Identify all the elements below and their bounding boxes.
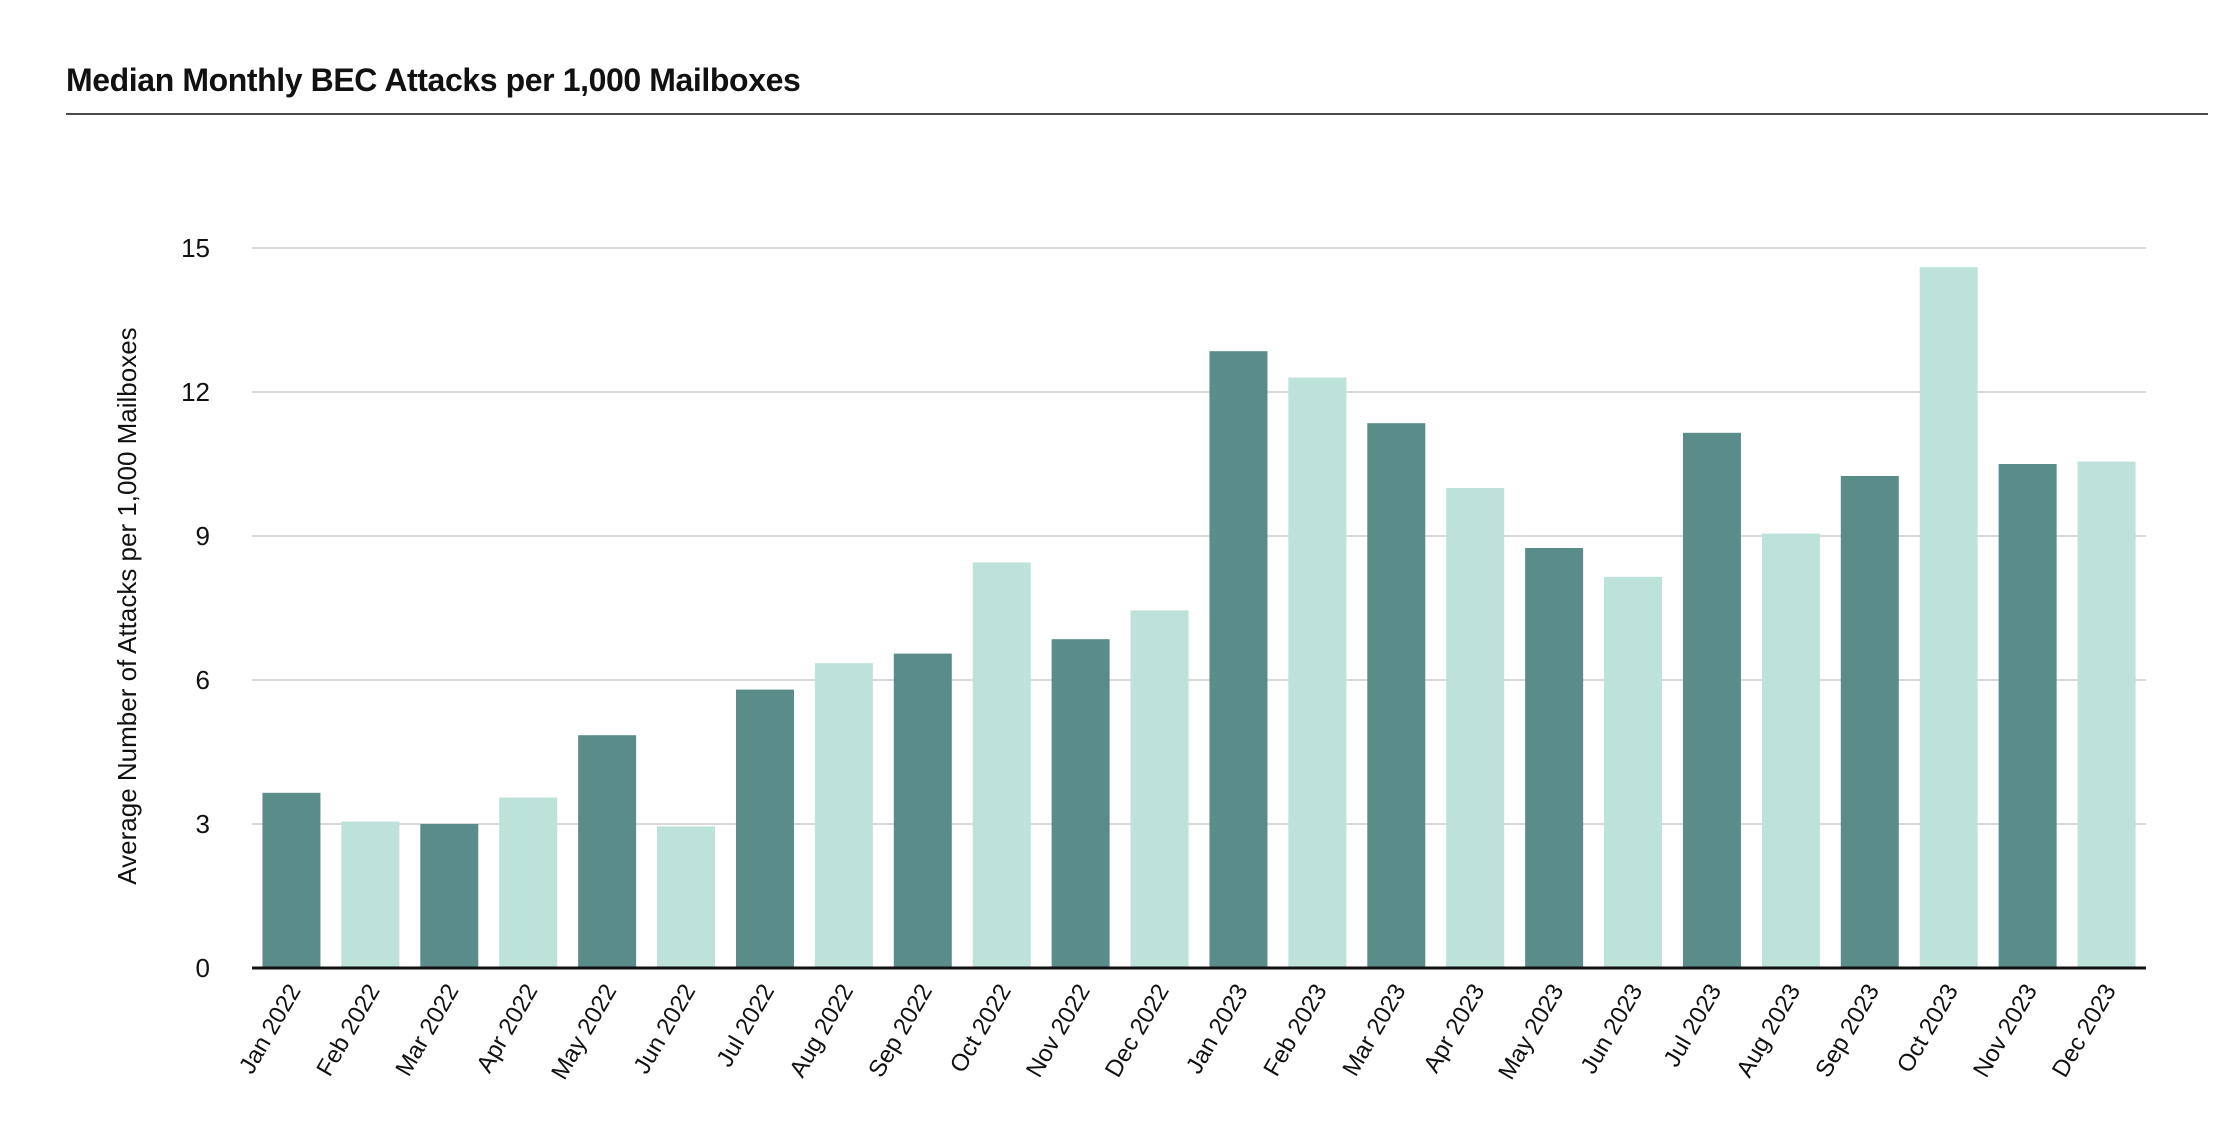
bar-apr-2022 (499, 797, 558, 968)
y-tick-label: 12 (181, 377, 210, 407)
x-tick-label: Jun 2023 (1575, 980, 1648, 1079)
y-tick-label: 15 (181, 233, 210, 263)
x-tick-label: Feb 2022 (311, 980, 385, 1081)
y-tick-label: 6 (196, 665, 210, 695)
bar-oct-2022 (972, 562, 1031, 968)
x-tick-label: Jan 2022 (234, 980, 307, 1079)
x-tick-label: Mar 2022 (390, 980, 464, 1081)
bar-aug-2022 (814, 663, 873, 968)
bar-sep-2022 (893, 653, 952, 968)
x-tick-label: Feb 2023 (1258, 980, 1332, 1081)
bars (262, 267, 2136, 969)
x-tick-label: Aug 2022 (784, 980, 859, 1082)
bar-aug-2023 (1761, 533, 1820, 968)
bar-may-2022 (578, 735, 637, 968)
x-tick-label: Jul 2023 (1658, 980, 1727, 1072)
x-tick-label: May 2022 (546, 980, 622, 1085)
bar-dec-2023 (2077, 461, 2136, 968)
bar-jun-2022 (657, 826, 716, 968)
x-tick-label: May 2023 (1493, 980, 1569, 1085)
x-tick-label: Jun 2022 (628, 980, 701, 1079)
bar-nov-2023 (1998, 464, 2057, 968)
gridlines (252, 247, 2146, 825)
x-tick-label: Nov 2022 (1021, 980, 1096, 1082)
x-tick-label: Dec 2022 (1100, 980, 1175, 1082)
x-tick-label: Jul 2022 (711, 980, 780, 1072)
x-tick-label: Sep 2022 (863, 980, 938, 1082)
bar-jul-2023 (1682, 432, 1741, 968)
chart-title: Median Monthly BEC Attacks per 1,000 Mai… (66, 62, 801, 98)
y-tick-label: 9 (196, 521, 210, 551)
bar-apr-2023 (1446, 488, 1505, 968)
bar-jan-2022 (262, 792, 321, 968)
bar-dec-2022 (1130, 610, 1189, 968)
x-tick-label: Aug 2023 (1731, 980, 1806, 1082)
x-tick-label: Apr 2022 (471, 980, 543, 1078)
bar-jan-2023 (1209, 351, 1268, 968)
y-axis-label: Average Number of Attacks per 1,000 Mail… (112, 327, 142, 884)
x-tick-label: Sep 2023 (1810, 980, 1885, 1082)
x-tick-label: Dec 2023 (2047, 980, 2122, 1082)
bar-nov-2022 (1051, 639, 1110, 968)
x-tick-labels: Jan 2022 Feb 2022 Mar 2022 Apr 2022 May 2022… (234, 980, 2122, 1085)
y-tick-label: 0 (196, 953, 210, 983)
bar-may-2023 (1525, 548, 1584, 968)
x-tick-label: Mar 2023 (1337, 980, 1411, 1081)
y-tick-label: 3 (196, 809, 210, 839)
bar-feb-2023 (1288, 377, 1347, 969)
x-tick-label: Oct 2023 (1892, 980, 1964, 1078)
title-divider (66, 113, 2208, 115)
bar-feb-2022 (341, 821, 400, 968)
bar-jun-2023 (1604, 576, 1663, 968)
bar-jul-2022 (735, 689, 794, 968)
x-tick-label: Jan 2023 (1181, 980, 1254, 1079)
bar-sep-2023 (1840, 476, 1899, 968)
bar-mar-2022 (420, 824, 479, 968)
y-tick-labels: 0 3 6 9 12 15 (181, 233, 210, 983)
x-tick-label: Oct 2022 (945, 980, 1017, 1078)
bar-oct-2023 (1919, 267, 1978, 968)
bar-mar-2023 (1367, 423, 1426, 968)
x-tick-label: Nov 2023 (1968, 980, 2043, 1082)
x-tick-label: Apr 2023 (1418, 980, 1490, 1078)
